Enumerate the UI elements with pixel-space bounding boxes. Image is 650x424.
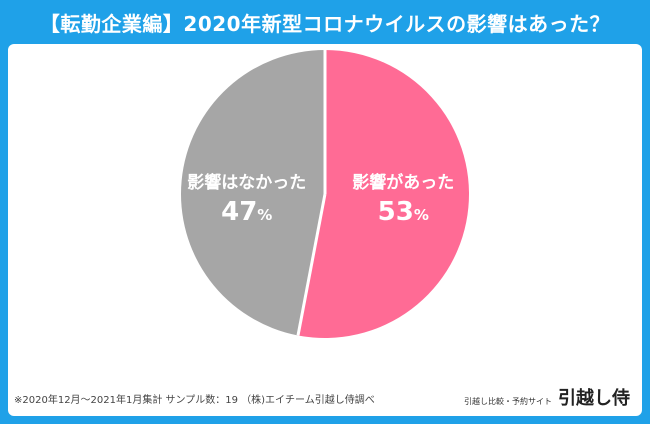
slice-divider-bottom: [296, 193, 327, 336]
unit-affected: %: [414, 206, 429, 224]
slice-affected: [298, 50, 469, 339]
brand-logo: 引越し侍: [558, 388, 630, 409]
label-not-affected-value: 47%: [221, 197, 272, 227]
label-affected-category: 影響があった: [352, 172, 454, 193]
label-not-affected-category: 影響はなかった: [187, 172, 306, 193]
slice-not-affected: [180, 50, 325, 336]
unit-not-affected: %: [257, 206, 272, 224]
value-affected: 53: [378, 197, 414, 227]
brand-tagline: 引越し比較・予約サイト: [464, 397, 552, 406]
chart-panel: 影響があった 53% 影響はなかった 47% ※2020年12月〜2021年1月…: [8, 44, 642, 416]
chart-title: 【転勤企業編】2020年新型コロナウイルスの影響はあった？: [39, 11, 611, 36]
label-affected-value: 53%: [378, 197, 429, 227]
pie-chart: 影響があった 53% 影響はなかった 47%: [180, 50, 469, 339]
brand: 引越し比較・予約サイト 引越し侍: [464, 384, 630, 410]
value-not-affected: 47: [221, 197, 257, 227]
footer-note: ※2020年12月〜2021年1月集計 サンプル数：19 （株)エイチーム引越し…: [14, 395, 375, 406]
